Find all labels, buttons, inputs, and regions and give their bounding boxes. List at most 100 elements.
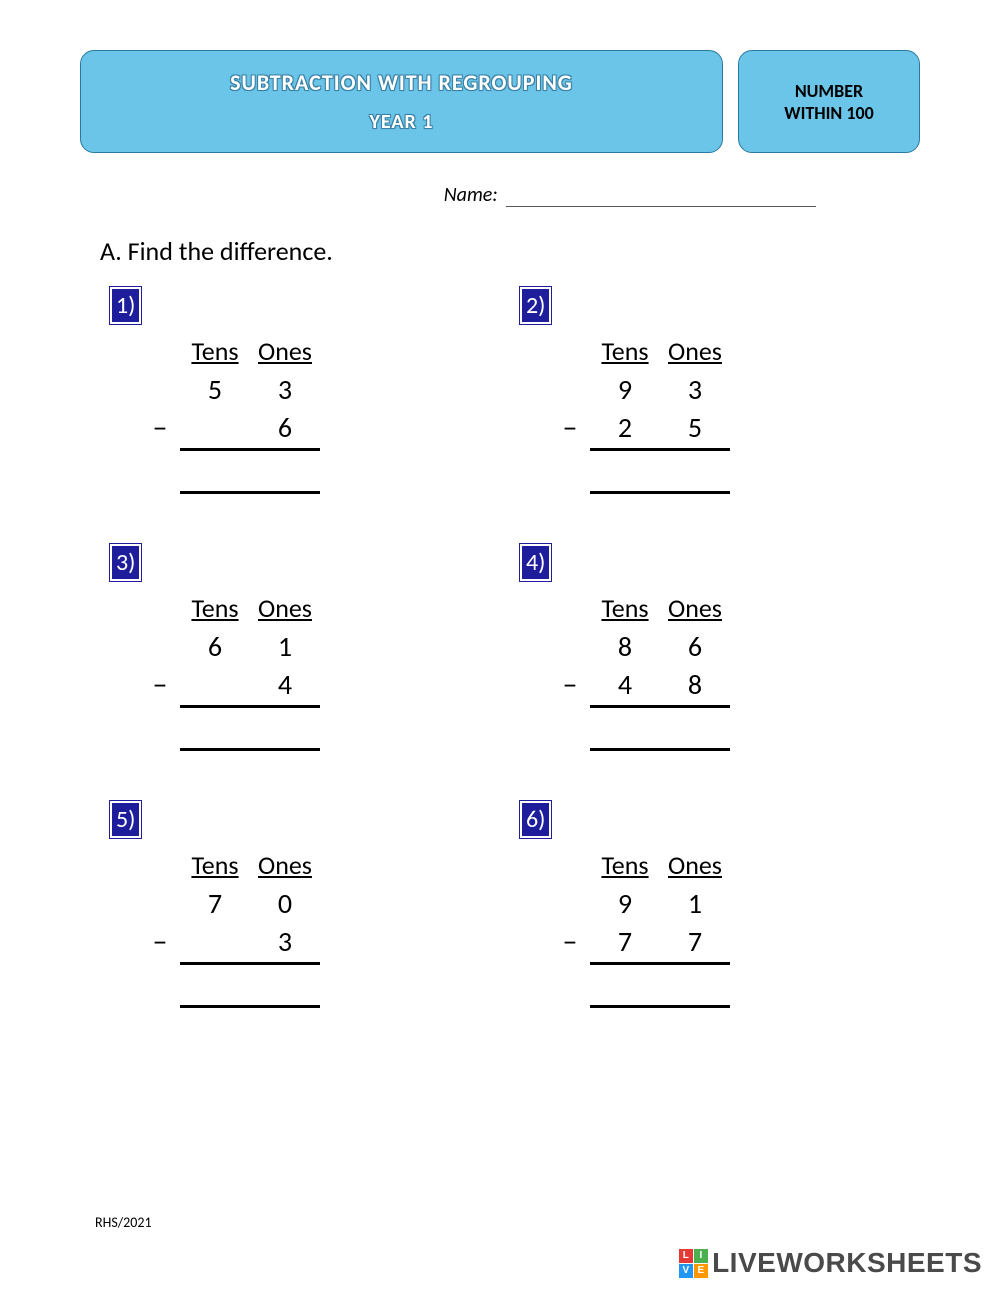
column-header-row: TensOnes <box>550 846 920 884</box>
minuend-tens: 5 <box>180 372 250 407</box>
problem-6: 6)TensOnes91–77 <box>520 801 920 1008</box>
name-label: Name: <box>444 183 498 207</box>
answer-line[interactable] <box>590 748 730 751</box>
watermark-logo-cell: E <box>694 1264 708 1278</box>
side-box: NUMBER WITHIN 100 <box>738 50 920 153</box>
minuend-row: 53 <box>140 370 510 408</box>
tens-header: Tens <box>180 335 250 367</box>
equals-line <box>180 448 320 451</box>
ones-header: Ones <box>660 592 730 624</box>
subtrahend-tens: 2 <box>590 410 660 445</box>
minuend-ones: 3 <box>250 372 320 407</box>
answer-line[interactable] <box>590 1005 730 1008</box>
column-header-row: TensOnes <box>550 589 920 627</box>
equals-line <box>180 705 320 708</box>
tens-header: Tens <box>590 335 660 367</box>
name-row: Name: <box>80 183 920 207</box>
tens-header: Tens <box>180 592 250 624</box>
watermark-logo-cell: V <box>679 1264 693 1278</box>
minuend-row: 61 <box>140 627 510 665</box>
column-header-row: TensOnes <box>550 332 920 370</box>
footer-credit: RHS/2021 <box>95 1214 152 1231</box>
side-line1: NUMBER <box>749 80 909 102</box>
title-box: SUBTRACTION WITH REGROUPING YEAR 1 <box>80 50 723 153</box>
subtrahend-ones: 4 <box>250 667 320 702</box>
minuend-row: 70 <box>140 884 510 922</box>
minuend-ones: 6 <box>660 629 730 664</box>
minus-sign: – <box>550 923 590 960</box>
ones-header: Ones <box>250 592 320 624</box>
subtraction-block: TensOnes53–6 <box>140 332 510 494</box>
equals-line <box>590 705 730 708</box>
subtraction-block: TensOnes61–4 <box>140 589 510 751</box>
problem-4: 4)TensOnes86–48 <box>520 544 920 751</box>
minuend-tens: 9 <box>590 372 660 407</box>
problem-5: 5)TensOnes70–3 <box>110 801 510 1008</box>
subtraction-block: TensOnes70–3 <box>140 846 510 1008</box>
problem-number-badge: 1) <box>110 287 141 324</box>
header-row: SUBTRACTION WITH REGROUPING YEAR 1 NUMBE… <box>80 50 920 153</box>
ones-header: Ones <box>250 335 320 367</box>
watermark-text: LIVEWORKSHEETS <box>712 1247 982 1279</box>
instruction: A. Find the difference. <box>100 235 920 267</box>
watermark-logo-cell: I <box>694 1249 708 1263</box>
problem-3: 3) TensOnes61–4 <box>110 544 510 751</box>
minuend-ones: 1 <box>250 629 320 664</box>
subtrahend-row: –3 <box>140 922 510 960</box>
subtrahend-row: –48 <box>550 665 920 703</box>
answer-line[interactable] <box>180 491 320 494</box>
answer-line[interactable] <box>590 491 730 494</box>
minuend-tens: 6 <box>180 629 250 664</box>
problem-number-badge: 6) <box>520 801 551 838</box>
side-line2: WITHIN 100 <box>749 102 909 124</box>
problem-number-badge: 5) <box>110 801 141 838</box>
subtrahend-row: –4 <box>140 665 510 703</box>
subtrahend-ones: 8 <box>660 667 730 702</box>
title-sub: YEAR 1 <box>101 110 702 134</box>
name-input-line[interactable] <box>506 206 816 207</box>
column-header-row: TensOnes <box>140 332 510 370</box>
subtrahend-ones: 6 <box>250 410 320 445</box>
watermark: LIVE LIVEWORKSHEETS <box>679 1247 982 1279</box>
watermark-logo: LIVE <box>679 1249 708 1278</box>
tens-header: Tens <box>180 849 250 881</box>
problem-number-badge: 3) <box>110 544 141 581</box>
minuend-tens: 7 <box>180 886 250 921</box>
subtrahend-tens: 7 <box>590 924 660 959</box>
ones-header: Ones <box>660 849 730 881</box>
minus-sign: – <box>140 923 180 960</box>
minuend-tens: 9 <box>590 886 660 921</box>
equals-line <box>590 962 730 965</box>
subtrahend-row: –6 <box>140 408 510 446</box>
problem-1: 1)TensOnes53–6 <box>110 287 510 494</box>
ones-header: Ones <box>250 849 320 881</box>
equals-line <box>590 448 730 451</box>
problem-number-badge: 2) <box>520 287 551 324</box>
equals-line <box>180 962 320 965</box>
subtrahend-tens: 4 <box>590 667 660 702</box>
subtrahend-row: –77 <box>550 922 920 960</box>
watermark-logo-cell: L <box>679 1249 693 1263</box>
minuend-tens: 8 <box>590 629 660 664</box>
subtrahend-ones: 5 <box>660 410 730 445</box>
ones-header: Ones <box>660 335 730 367</box>
minuend-ones: 3 <box>660 372 730 407</box>
minus-sign: – <box>140 409 180 446</box>
tens-header: Tens <box>590 849 660 881</box>
subtraction-block: TensOnes86–48 <box>550 589 920 751</box>
subtrahend-ones: 3 <box>250 924 320 959</box>
minuend-row: 86 <box>550 627 920 665</box>
title-main: SUBTRACTION WITH REGROUPING <box>101 69 702 96</box>
subtraction-block: TensOnes93 –25 <box>550 332 920 494</box>
problems-grid: 1)TensOnes53–62)TensOnes93–253)TensOnes6… <box>110 287 920 1008</box>
minuend-ones: 0 <box>250 886 320 921</box>
minus-sign: – <box>550 409 590 446</box>
minuend-ones: 1 <box>660 886 730 921</box>
minuend-row: 91 <box>550 884 920 922</box>
answer-line[interactable] <box>180 748 320 751</box>
worksheet-page: SUBTRACTION WITH REGROUPING YEAR 1 NUMBE… <box>0 0 1000 1291</box>
tens-header: Tens <box>590 592 660 624</box>
answer-line[interactable] <box>180 1005 320 1008</box>
subtrahend-ones: 7 <box>660 924 730 959</box>
problem-2: 2) TensOnes93 –25 <box>520 287 920 494</box>
